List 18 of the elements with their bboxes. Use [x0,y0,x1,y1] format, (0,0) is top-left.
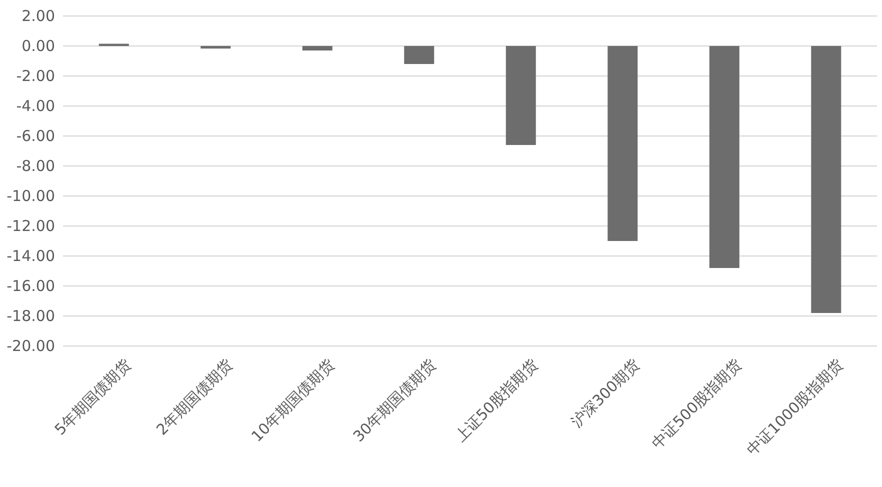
y-tick-label: -18.00 [6,307,55,325]
y-tick-label: -12.00 [6,217,55,235]
y-tick-label: -6.00 [16,127,55,145]
y-tick-label: -10.00 [6,187,55,205]
x-tick-label: 5年期国债期货 [51,356,134,439]
x-tick-label: 10年期国债期货 [248,356,338,446]
x-tick-label: 30年期国债期货 [350,356,440,446]
x-tick-label: 上证50股指期货 [451,356,542,446]
y-tick-label: -14.00 [6,247,55,265]
x-tick-label: 中证500股指期货 [648,356,745,452]
y-tick-label: -2.00 [16,67,55,85]
y-tick-label: -20.00 [6,337,55,355]
x-tick-label: 2年期国债期货 [152,356,236,439]
y-tick-label: -16.00 [6,277,55,295]
y-tick-label: 2.00 [22,7,55,25]
y-tick-label: 0.00 [22,37,55,55]
y-tick-label: -8.00 [16,157,55,175]
y-tick-label: -4.00 [16,97,55,115]
